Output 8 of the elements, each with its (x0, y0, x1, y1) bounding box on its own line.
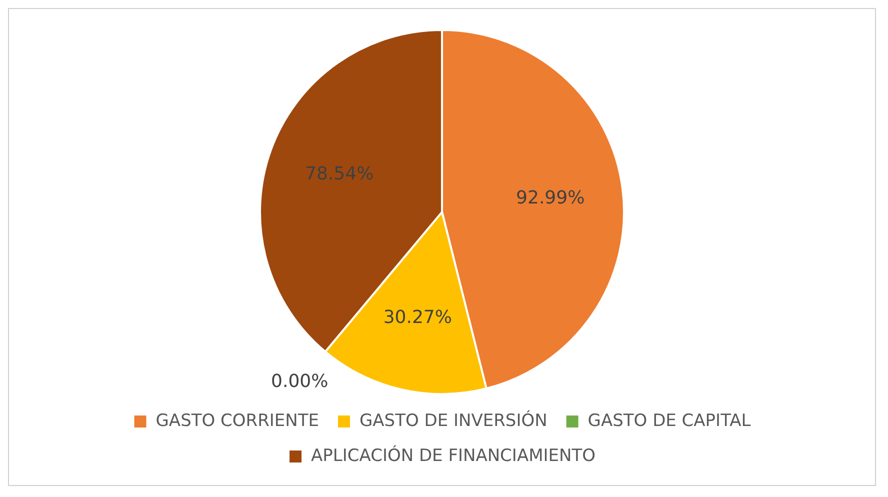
data-label: 92.99% (516, 187, 585, 208)
legend-label: GASTO DE INVERSIÓN (359, 410, 548, 431)
legend-label: GASTO CORRIENTE (156, 410, 320, 431)
text: 0.00% (271, 371, 328, 392)
legend-label: GASTO DE CAPITAL (588, 410, 752, 431)
data-label: 78.54% (305, 163, 374, 184)
data-label: 30.27% (383, 307, 452, 328)
legend-label: APLICACIÓN DE FINANCIAMIENTO (311, 444, 596, 466)
